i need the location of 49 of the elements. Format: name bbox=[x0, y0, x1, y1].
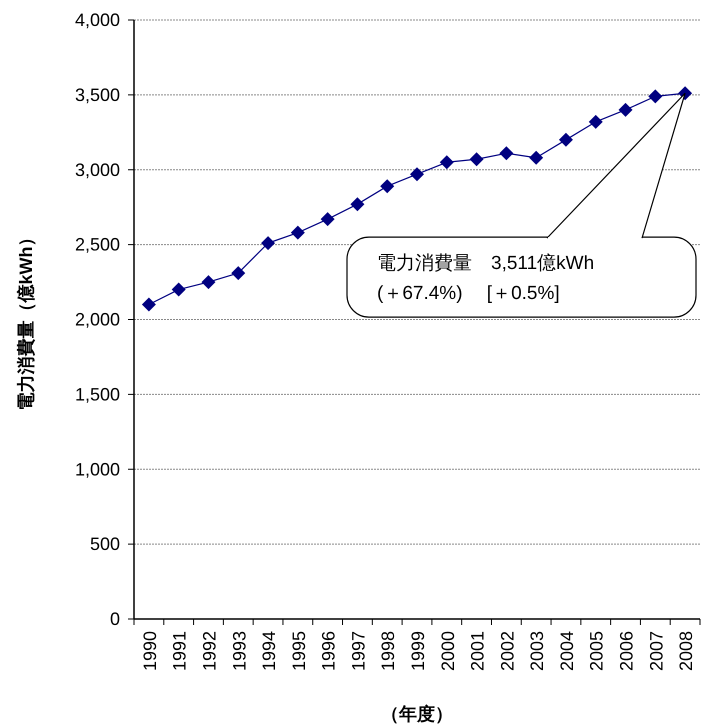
x-tick-label: 2006 bbox=[616, 631, 637, 672]
y-axis-title: 電力消費量（億kWh） bbox=[16, 228, 36, 410]
point bbox=[142, 298, 156, 312]
y-tick-label: 2,500 bbox=[74, 234, 120, 255]
point bbox=[648, 89, 662, 104]
point bbox=[558, 132, 573, 147]
x-tick-label: 2007 bbox=[646, 631, 666, 672]
point bbox=[529, 150, 544, 165]
point bbox=[470, 152, 484, 166]
x-tick-label: 1996 bbox=[318, 631, 339, 672]
x-tick-label: 1997 bbox=[348, 631, 368, 672]
y-tick-label: 4,000 bbox=[74, 10, 120, 30]
x-tick-label: 2001 bbox=[468, 631, 488, 672]
y-tick-label: 0 bbox=[110, 609, 120, 629]
x-tick-label: 2003 bbox=[527, 631, 548, 672]
point bbox=[290, 226, 305, 240]
x-tick-label: 1991 bbox=[170, 631, 190, 672]
x-tick-label: 1999 bbox=[408, 631, 428, 672]
x-tick-label: 2005 bbox=[586, 631, 607, 672]
y-tick-label: 3,000 bbox=[74, 160, 120, 180]
annotation: 電力消費量 3,511億kWh (＋67.4%) [＋0.5%] bbox=[377, 253, 594, 304]
x-tick-label: 1992 bbox=[199, 631, 220, 672]
point bbox=[320, 212, 335, 226]
point bbox=[440, 155, 454, 170]
x-tick-label: 1994 bbox=[259, 631, 280, 672]
y-tick-label: 1,500 bbox=[74, 384, 120, 404]
point bbox=[618, 102, 633, 117]
point bbox=[588, 114, 603, 129]
point bbox=[261, 236, 276, 250]
point bbox=[231, 266, 246, 280]
x-tick-label: 2004 bbox=[556, 631, 577, 672]
point bbox=[380, 179, 394, 194]
x-tick-label: 1995 bbox=[288, 631, 309, 672]
x-tick-label: 2000 bbox=[438, 631, 458, 672]
y-tick-label: 3,500 bbox=[74, 84, 120, 105]
x-tick-label: 1998 bbox=[378, 631, 398, 672]
point bbox=[410, 167, 424, 182]
point bbox=[172, 282, 186, 297]
x-tick-label: 1990 bbox=[140, 631, 160, 672]
y-tick-label: 1,000 bbox=[74, 459, 120, 480]
y-tick-label: 2,000 bbox=[74, 310, 120, 330]
point bbox=[499, 146, 514, 160]
x-tick-label: 1993 bbox=[229, 631, 250, 672]
x-tick-label: 2008 bbox=[676, 631, 696, 672]
x-axis-title: （年度） bbox=[381, 704, 453, 724]
y-tick-label: 500 bbox=[90, 534, 120, 554]
x-tick-label: 2002 bbox=[497, 631, 518, 672]
point bbox=[350, 197, 364, 212]
point bbox=[201, 275, 216, 290]
